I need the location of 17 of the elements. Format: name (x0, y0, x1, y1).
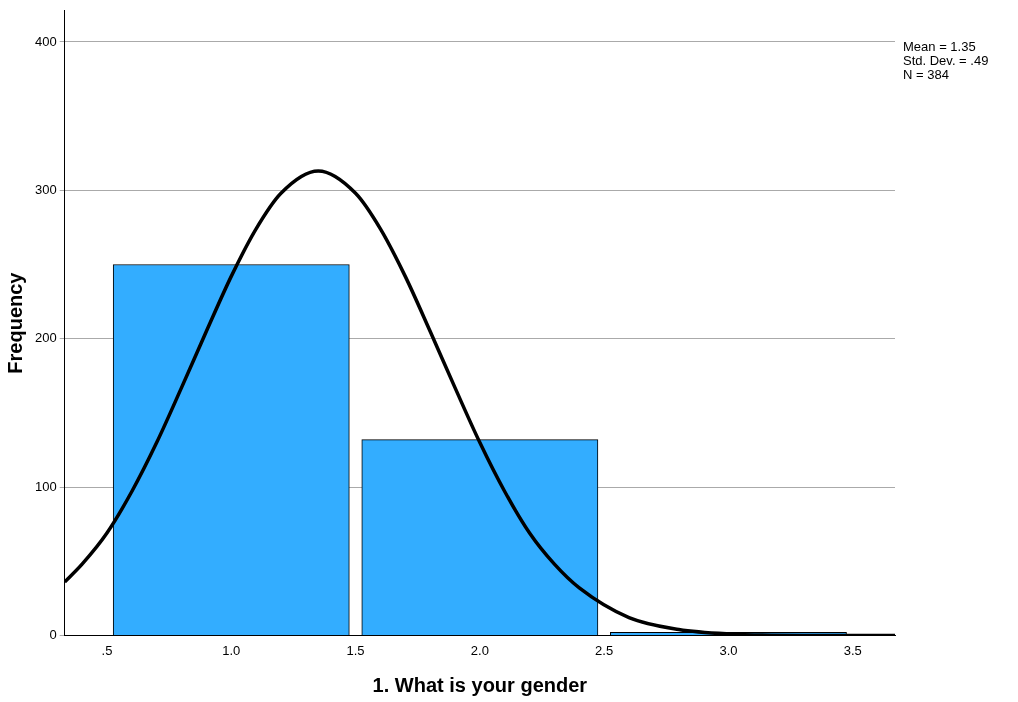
x-tick-label: 3.5 (843, 642, 862, 658)
x-tick-label: 1.5 (346, 642, 365, 658)
text: Std. Dev. = .49 (903, 53, 989, 68)
x-tick-label: 2.5 (595, 642, 614, 658)
text: N = 384 (903, 67, 950, 82)
y-tick-label: 200 (34, 330, 57, 346)
y-tick-label: 0 (49, 626, 57, 642)
y-tick-label: 400 (34, 33, 57, 49)
y-tick-label: 300 (34, 181, 57, 197)
x-tick-label: 2.0 (470, 642, 489, 658)
y-tick-label: 100 (34, 478, 57, 494)
x-axis-title: 1. What is your gender (372, 673, 588, 696)
x-tick-label: 1.0 (222, 642, 241, 658)
x-tick-label: .5 (101, 642, 113, 658)
y-axis-title: Frequency (3, 271, 26, 374)
x-tick-label: 3.0 (719, 642, 738, 658)
text: Mean = 1.35 (903, 39, 977, 54)
